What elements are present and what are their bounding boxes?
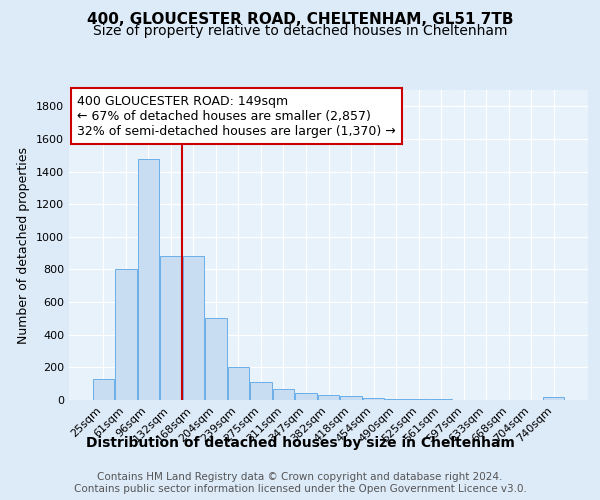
Bar (137, 158, 159, 400)
Bar (430, 399, 452, 400)
Bar (340, 396, 362, 400)
Bar (408, 399, 429, 400)
Text: Contains HM Land Registry data © Crown copyright and database right 2024.
Contai: Contains HM Land Registry data © Crown c… (74, 472, 526, 494)
Bar (318, 395, 339, 400)
Text: Size of property relative to detached houses in Cheltenham: Size of property relative to detached ho… (93, 24, 507, 38)
Bar (228, 366, 249, 400)
Bar (182, 256, 204, 400)
Text: 400 GLOUCESTER ROAD: 149sqm
← 67% of detached houses are smaller (2,857)
32% of : 400 GLOUCESTER ROAD: 149sqm ← 67% of det… (77, 94, 395, 138)
Bar (205, 318, 227, 400)
Bar (250, 382, 272, 400)
Y-axis label: Number of detached properties: Number of detached properties (17, 146, 31, 344)
Bar (273, 388, 294, 400)
Text: 400, GLOUCESTER ROAD, CHELTENHAM, GL51 7TB: 400, GLOUCESTER ROAD, CHELTENHAM, GL51 7… (87, 12, 513, 28)
Bar (92, 379, 114, 400)
Bar (160, 256, 182, 400)
Bar (115, 270, 137, 400)
Text: Distribution of detached houses by size in Cheltenham: Distribution of detached houses by size … (86, 436, 514, 450)
Bar (385, 399, 407, 400)
Bar (295, 392, 317, 400)
Bar (543, 397, 565, 400)
Bar (363, 398, 384, 400)
